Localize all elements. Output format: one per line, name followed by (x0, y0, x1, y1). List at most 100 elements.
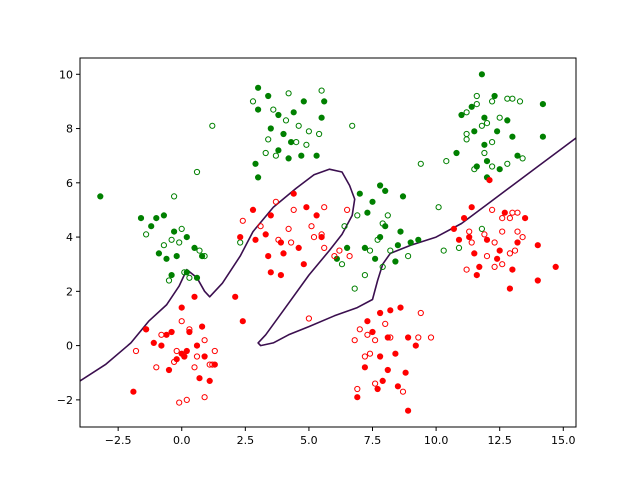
point-red-hollow (336, 247, 343, 254)
point-green-filled (153, 215, 160, 222)
point-green-filled (321, 98, 328, 105)
point-green-filled (496, 166, 503, 173)
point-green-hollow (387, 247, 394, 254)
point-green-hollow (178, 225, 185, 232)
point-red-filled (397, 304, 404, 311)
point-green-hollow (193, 168, 201, 176)
point-red-hollow (499, 228, 506, 235)
point-green-hollow (318, 87, 325, 94)
point-green-filled (313, 152, 320, 159)
y-tick-label: 6 (66, 177, 73, 190)
point-red-filled (522, 215, 529, 222)
point-green-filled (255, 84, 262, 91)
point-green-hollow (201, 253, 208, 260)
point-green-hollow (285, 90, 292, 97)
point-green-hollow (282, 117, 290, 124)
y-tick-label: 10 (59, 68, 73, 81)
point-green-filled (275, 147, 282, 154)
point-red-hollow (209, 361, 216, 368)
point-red-hollow (483, 253, 491, 260)
point-green-filled (191, 244, 198, 251)
point-green-hollow (143, 231, 150, 238)
point-green-hollow (171, 193, 178, 200)
point-green-filled (288, 139, 295, 146)
point-red-hollow (519, 234, 526, 241)
point-red-hollow (257, 223, 264, 230)
point-red-filled (295, 244, 302, 251)
point-red-hollow (272, 198, 279, 205)
point-green-filled (392, 258, 399, 265)
point-red-hollow (171, 358, 178, 365)
point-green-hollow (249, 98, 257, 105)
point-green-filled (255, 106, 262, 113)
point-red-hollow (275, 236, 282, 243)
point-red-filled (150, 339, 157, 346)
point-green-hollow (384, 212, 391, 219)
point-red-filled (277, 272, 284, 279)
point-red-hollow (153, 364, 160, 371)
point-green-filled (298, 152, 305, 159)
point-red-filled (252, 236, 259, 243)
point-green-hollow (165, 277, 173, 284)
point-green-hollow (509, 95, 516, 102)
point-green-hollow (463, 130, 470, 138)
point-green-hollow (504, 95, 511, 102)
point-green-hollow (303, 141, 310, 148)
point-red-filled (394, 383, 401, 390)
point-red-filled (494, 255, 501, 262)
point-green-hollow (366, 247, 374, 254)
y-tick-label: 2 (66, 285, 73, 298)
point-green-filled (514, 152, 521, 159)
x-tick-label: 10.0 (424, 434, 449, 447)
point-green-filled (458, 111, 465, 119)
point-red-filled (267, 269, 274, 276)
point-red-filled (379, 377, 386, 384)
point-red-hollow (356, 326, 363, 333)
point-red-hollow (382, 320, 389, 327)
point-green-filled (160, 212, 167, 219)
series-red-filled (130, 177, 559, 414)
point-red-filled (534, 277, 541, 284)
point-red-filled (412, 342, 419, 349)
point-green-filled (300, 98, 307, 105)
point-red-filled (290, 190, 297, 197)
point-red-hollow (331, 253, 338, 260)
point-red-filled (354, 394, 361, 401)
point-green-hollow (463, 109, 470, 116)
point-red-hollow (499, 261, 506, 268)
x-tick-label: 7.5 (364, 434, 382, 447)
point-red-filled (168, 328, 175, 336)
point-red-filled (377, 309, 384, 317)
point-red-filled (196, 375, 203, 382)
series-green-hollow (143, 87, 526, 292)
point-red-filled (468, 204, 475, 211)
point-red-hollow (310, 234, 318, 241)
point-red-filled (509, 266, 516, 273)
plot-frame (79, 57, 577, 428)
point-green-filled (290, 109, 297, 116)
x-tick-label: 0.0 (173, 434, 191, 447)
point-red-hollow (514, 209, 521, 216)
point-green-hollow (209, 122, 216, 129)
point-red-hollow (183, 396, 190, 403)
point-green-filled (494, 128, 501, 135)
point-green-filled (361, 244, 368, 251)
point-red-filled (384, 366, 391, 374)
point-red-hollow (481, 231, 488, 238)
point-green-filled (280, 130, 287, 138)
point-red-hollow (191, 364, 198, 371)
point-green-hollow (379, 263, 386, 270)
point-green-hollow (473, 92, 480, 100)
point-green-hollow (440, 247, 447, 254)
point-red-hollow (344, 206, 351, 213)
point-red-hollow (351, 337, 358, 344)
point-green-hollow (374, 236, 381, 243)
point-red-hollow (158, 331, 165, 338)
point-red-hollow (489, 206, 496, 213)
point-red-hollow (186, 326, 193, 333)
point-green-hollow (417, 160, 424, 167)
point-red-filled (206, 377, 213, 384)
point-red-filled (165, 366, 173, 374)
point-red-hollow (132, 347, 140, 355)
